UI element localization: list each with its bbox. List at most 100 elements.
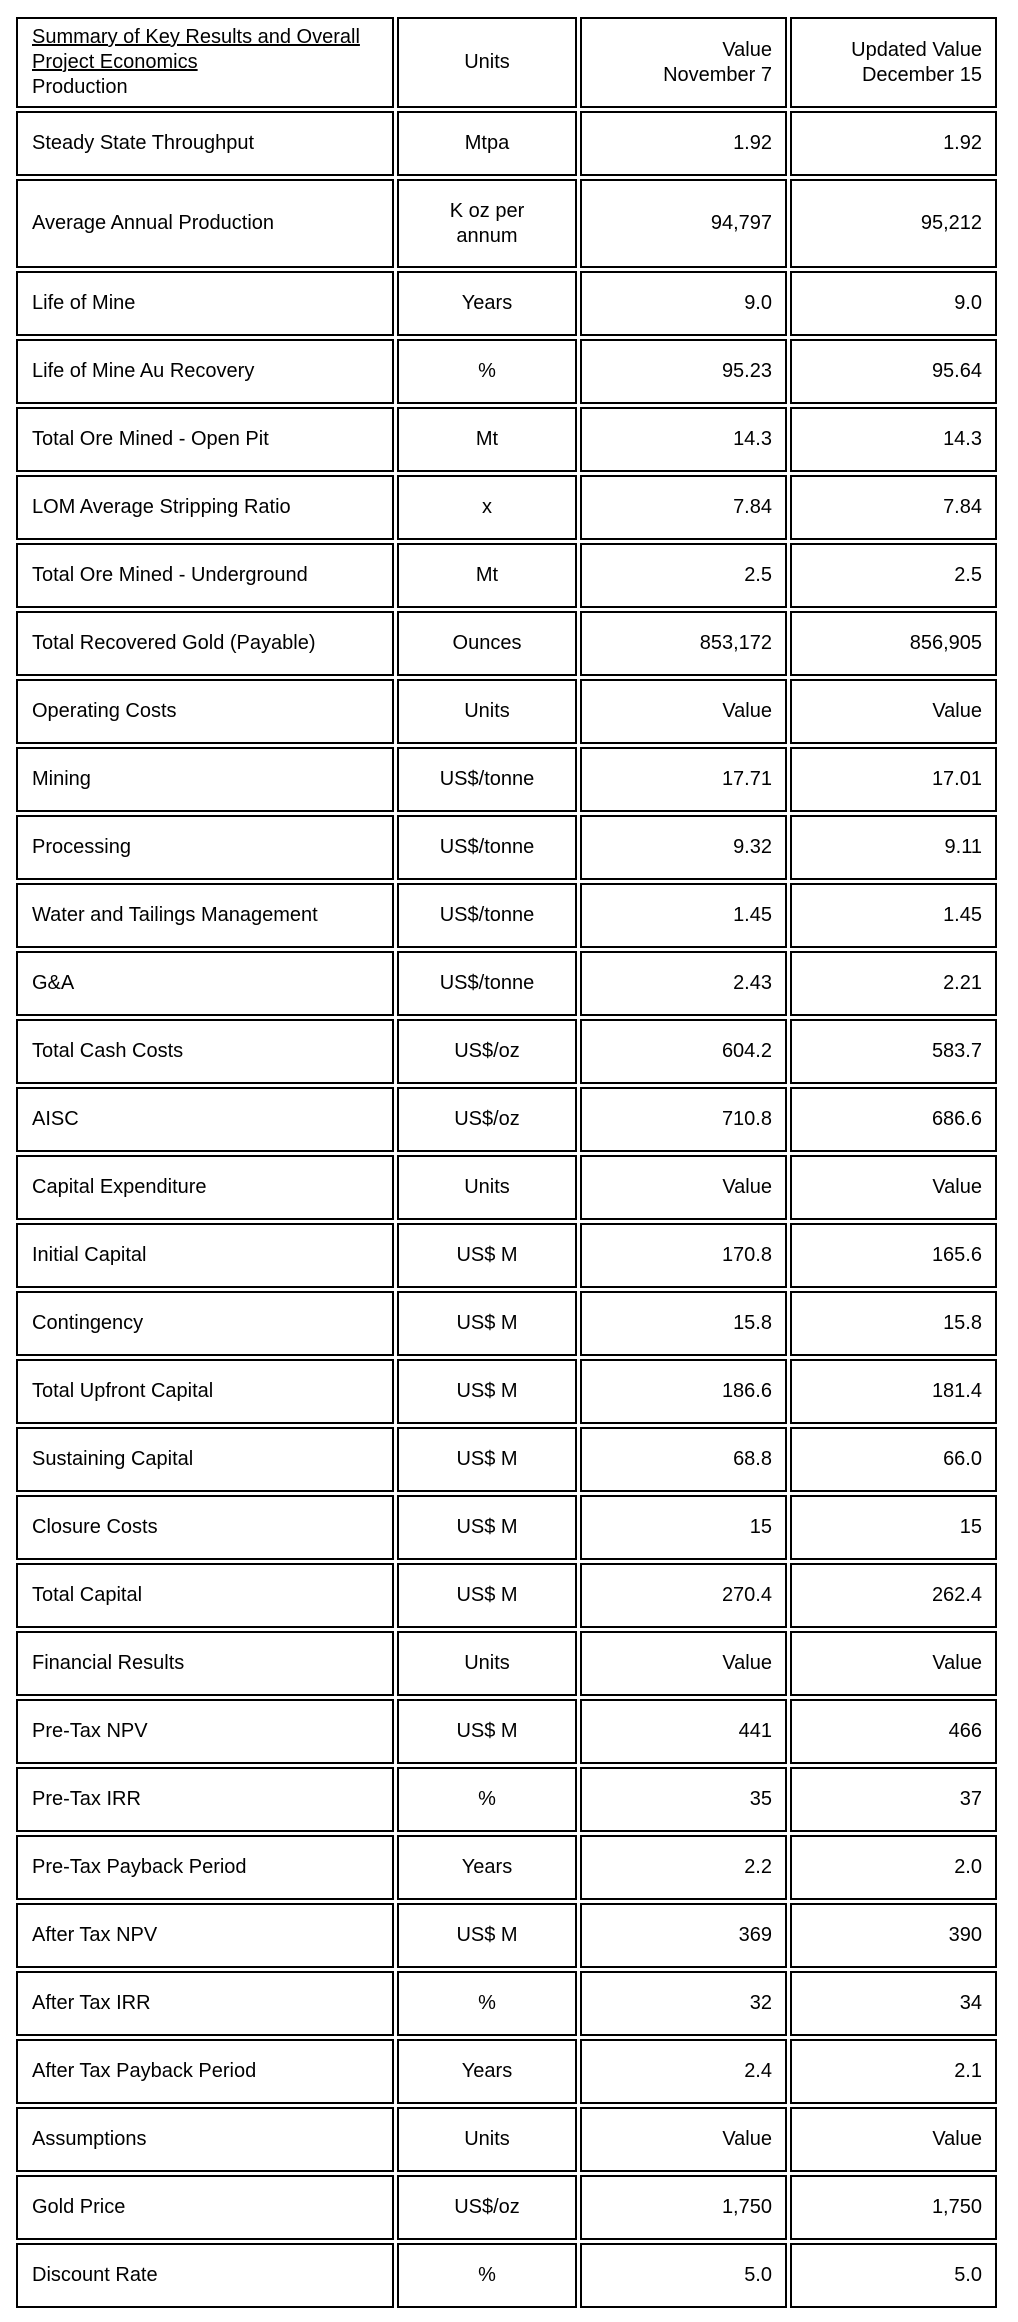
table-row: Average Annual Production K oz per annum… [16,179,997,268]
table-row: Total Ore Mined - Open Pit Mt 14.3 14.3 [16,407,997,472]
row-value-november-7: 2.43 [580,951,787,1016]
row-unit: Units [397,2107,577,2172]
row-label: Life of Mine [16,271,394,336]
row-unit: Ounces [397,611,577,676]
row-value-november-7: 32 [580,1971,787,2036]
row-unit-text: US$/oz [454,1040,520,1062]
row-value-december-15: 7.84 [790,475,997,540]
row-unit: US$/tonne [397,951,577,1016]
row-value-december-15: 2.5 [790,543,997,608]
row-unit-text: US$/tonne [439,904,535,926]
row-label: Processing [16,815,394,880]
row-unit-text: % [478,2264,496,2286]
table-row: Initial Capital US$ M 170.8 165.6 [16,1223,997,1288]
row-value-december-15: 583.7 [790,1019,997,1084]
row-value-november-7: 369 [580,1903,787,1968]
row-value-november-7: 2.2 [580,1835,787,1900]
row-unit: US$ M [397,1291,577,1356]
row-value-november-7: 710.8 [580,1087,787,1152]
row-value-november-7: 2.5 [580,543,787,608]
row-value-december-15: 2.0 [790,1835,997,1900]
row-value-december-15: 37 [790,1767,997,1832]
row-value-november-7: 17.71 [580,747,787,812]
row-value-december-15: 856,905 [790,611,997,676]
row-unit-text: US$/oz [454,1108,520,1130]
column-header-updated-value-december-15: Updated Value December 15 [790,17,997,108]
row-unit-text: Units [464,1652,510,1674]
table-row: Pre-Tax IRR % 35 37 [16,1767,997,1832]
row-unit: US$/tonne [397,747,577,812]
row-value-november-7: 270.4 [580,1563,787,1628]
row-unit-text: Units [464,1176,510,1198]
table-row: Processing US$/tonne 9.32 9.11 [16,815,997,880]
row-unit: Years [397,271,577,336]
row-unit-text: US$ M [456,1924,518,1946]
table-row: Discount Rate % 5.0 5.0 [16,2243,997,2308]
row-label: After Tax NPV [16,1903,394,1968]
row-unit: % [397,339,577,404]
row-label: Mining [16,747,394,812]
table-row: G&A US$/tonne 2.43 2.21 [16,951,997,1016]
column-header-value-november-7: Value November 7 [580,17,787,108]
row-unit: % [397,1767,577,1832]
row-value-november-7: Value [580,1155,787,1220]
table-row: Mining US$/tonne 17.71 17.01 [16,747,997,812]
row-unit-text: Years [461,1856,513,1878]
row-unit-text: K oz per annum [449,199,525,247]
table-row: Pre-Tax Payback Period Years 2.2 2.0 [16,1835,997,1900]
row-value-november-7: 15 [580,1495,787,1560]
table-row: Water and Tailings Management US$/tonne … [16,883,997,948]
table-row: Pre-Tax NPV US$ M 441 466 [16,1699,997,1764]
row-unit-text: US$/oz [454,2196,520,2218]
row-label: Gold Price [16,2175,394,2240]
table-row: After Tax Payback Period Years 2.4 2.1 [16,2039,997,2104]
row-unit: Units [397,1155,577,1220]
row-value-december-15: 181.4 [790,1359,997,1424]
row-label: Life of Mine Au Recovery [16,339,394,404]
row-value-november-7: 95.23 [580,339,787,404]
row-label: After Tax Payback Period [16,2039,394,2104]
row-label: Assumptions [16,2107,394,2172]
table-row: After Tax NPV US$ M 369 390 [16,1903,997,1968]
row-label: Sustaining Capital [16,1427,394,1492]
row-label: Total Cash Costs [16,1019,394,1084]
table-row: Closure Costs US$ M 15 15 [16,1495,997,1560]
row-unit-text: Years [461,2060,513,2082]
row-unit-text: US$ M [456,1584,518,1606]
row-label: Steady State Throughput [16,111,394,176]
row-value-november-7: 7.84 [580,475,787,540]
row-unit: Mt [397,543,577,608]
row-value-december-15: 34 [790,1971,997,2036]
row-unit-text: US$ M [456,1380,518,1402]
table-body: Steady State Throughput Mtpa 1.92 1.92 A… [16,111,997,2308]
row-label: Total Ore Mined - Underground [16,543,394,608]
row-unit: Units [397,1631,577,1696]
table-row: Total Cash Costs US$/oz 604.2 583.7 [16,1019,997,1084]
row-unit: US$ M [397,1495,577,1560]
row-value-november-7: 68.8 [580,1427,787,1492]
row-unit: Mt [397,407,577,472]
row-value-november-7: 170.8 [580,1223,787,1288]
row-label: Water and Tailings Management [16,883,394,948]
row-value-december-15: 15 [790,1495,997,1560]
table-row: Sustaining Capital US$ M 68.8 66.0 [16,1427,997,1492]
row-label: After Tax IRR [16,1971,394,2036]
row-value-december-15: 466 [790,1699,997,1764]
row-label: Average Annual Production [16,179,394,268]
row-label: Closure Costs [16,1495,394,1560]
table-row: Steady State Throughput Mtpa 1.92 1.92 [16,111,997,176]
row-unit: US$/tonne [397,815,577,880]
row-unit-text: Units [464,700,510,722]
row-value-december-15: 1,750 [790,2175,997,2240]
row-value-december-15: 165.6 [790,1223,997,1288]
row-label: Total Upfront Capital [16,1359,394,1424]
row-value-november-7: 1,750 [580,2175,787,2240]
row-value-november-7: 14.3 [580,407,787,472]
row-value-november-7: 853,172 [580,611,787,676]
row-label: Discount Rate [16,2243,394,2308]
row-unit-text: US$ M [456,1720,518,1742]
row-unit-text: Ounces [452,632,522,654]
row-value-november-7: 186.6 [580,1359,787,1424]
row-value-november-7: 441 [580,1699,787,1764]
row-unit: US$ M [397,1903,577,1968]
